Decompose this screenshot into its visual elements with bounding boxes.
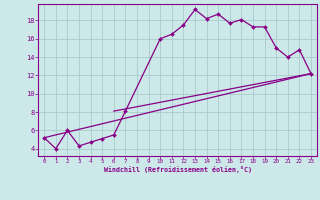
- X-axis label: Windchill (Refroidissement éolien,°C): Windchill (Refroidissement éolien,°C): [104, 166, 252, 173]
